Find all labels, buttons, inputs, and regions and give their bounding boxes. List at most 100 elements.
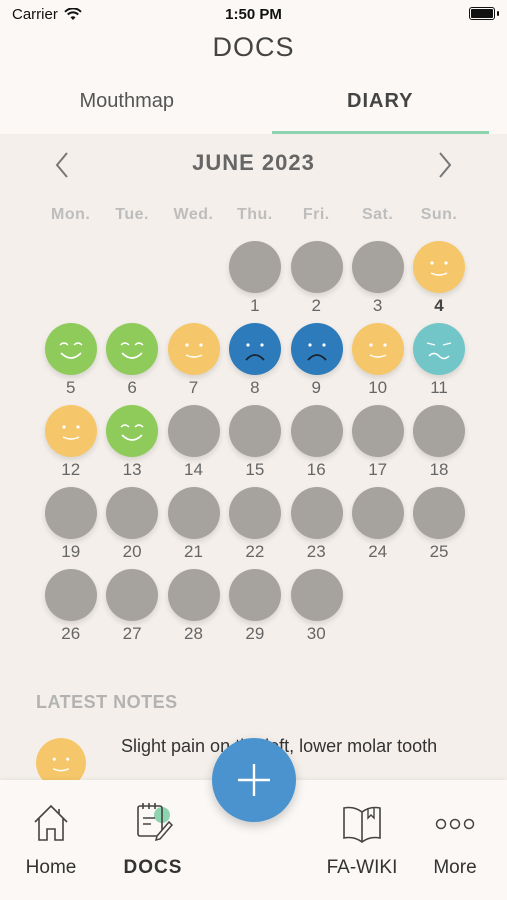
happy-face-icon [106,323,159,375]
empty-mood-icon [413,405,466,457]
calendar-day[interactable]: 10 [347,321,408,403]
empty-mood-icon [229,569,282,621]
calendar-day-number: 29 [245,624,265,643]
calendar-day-number: 7 [188,378,199,397]
calendar-day-number: 23 [306,542,326,561]
calendar-day[interactable]: 26 [40,567,101,649]
empty-mood-icon [290,405,343,457]
nav-home[interactable]: Home [6,780,96,900]
happy-face-icon [45,323,97,375]
empty-mood-icon [290,241,343,293]
empty-mood-icon [229,241,282,293]
sad-face-icon [290,323,343,375]
calendar-day[interactable]: 27 [101,567,162,649]
carrier-label: Carrier [12,6,58,23]
calendar-day-number: 16 [306,460,326,479]
calendar-day-number: 4 [434,296,444,315]
diary-content: JUNE 2023 Mon. Tue. Wed. Thu. Fri. Sat. … [0,134,507,780]
calendar-day-number: 26 [61,624,81,643]
wifi-icon [64,8,82,20]
calendar-day[interactable]: 25 [408,485,469,567]
nav-fa-wiki-label: FA-WIKI [326,857,398,878]
weekday-header: Mon. Tue. Wed. Thu. Fri. Sat. Sun. [40,206,470,224]
calendar-day-number: 9 [311,378,321,397]
battery-icon [469,7,499,20]
calendar-day-number: 1 [250,296,260,315]
content-face-icon [413,241,466,293]
calendar-day-number: 22 [245,542,265,561]
more-icon [435,818,475,830]
calendar-day-number: 10 [368,378,388,397]
chevron-right-icon[interactable] [429,150,459,180]
calendar-blank [40,239,101,321]
calendar-day-number: 27 [122,624,142,643]
empty-mood-icon [45,487,97,539]
calendar-day[interactable]: 8 [224,321,285,403]
calendar-day[interactable]: 29 [224,567,285,649]
nav-docs[interactable]: DOCS [108,780,198,900]
calendar-day[interactable]: 28 [163,567,224,649]
calendar-day[interactable]: 7 [163,321,224,403]
calendar-day[interactable]: 4 [408,239,469,321]
calendar-day[interactable]: 11 [408,321,469,403]
chevron-left-icon[interactable] [48,150,78,180]
weekday-label: Sat. [361,206,394,223]
calendar-day[interactable]: 9 [286,321,347,403]
calendar-day[interactable]: 1 [224,239,285,321]
calendar-day[interactable]: 22 [224,485,285,567]
calendar-day[interactable]: 2 [286,239,347,321]
calendar-day[interactable]: 6 [101,321,162,403]
empty-mood-icon [351,241,404,293]
calendar-day-number: 3 [372,296,383,315]
calendar-grid: 1 2 3 4 5 6 7 8 9 10 11 12 13 14 15 16 17 18 19 20 21 22 23 24 2… [40,239,470,649]
calendar-day[interactable]: 18 [408,403,469,485]
book-icon [343,806,381,843]
weekday-label: Wed. [173,206,214,223]
calendar-day-number: 30 [306,624,326,643]
nav-docs-label: DOCS [123,857,183,878]
nav-more[interactable]: More [410,780,500,900]
status-time: 1:50 PM [225,6,282,23]
calendar-day[interactable]: 15 [224,403,285,485]
calendar-day[interactable]: 3 [347,239,408,321]
calendar-day[interactable]: 5 [40,321,101,403]
content-face-icon [167,323,220,375]
calendar-blank [101,239,162,321]
calendar-day-number: 25 [429,542,449,561]
empty-mood-icon [351,405,404,457]
latest-notes-title: LATEST NOTES [36,692,178,712]
tab-bar: Mouthmap DIARY [0,84,507,134]
weekday-label: Thu. [236,206,273,223]
calendar-day[interactable]: 17 [347,403,408,485]
content-face-icon [351,323,404,375]
tab-mouthmap[interactable]: Mouthmap [79,90,175,112]
status-bar: Carrier 1:50 PM [0,0,507,28]
nav-fa-wiki[interactable]: FA-WIKI [317,780,407,900]
weekday-label: Fri. [302,206,330,223]
weekday-label: Tue. [115,206,149,223]
empty-mood-icon [351,487,404,539]
happy-face-icon [106,405,159,457]
docs-icon [137,803,173,842]
calendar-day[interactable]: 14 [163,403,224,485]
calendar-day-number: 8 [250,378,260,397]
calendar-day[interactable]: 21 [163,485,224,567]
calendar-day[interactable]: 24 [347,485,408,567]
calendar-day-number: 24 [368,542,388,561]
calendar-day-number: 12 [61,460,81,479]
empty-mood-icon [413,487,466,539]
calendar-day-number: 17 [368,460,388,479]
calendar-day[interactable]: 19 [40,485,101,567]
tab-diary[interactable]: DIARY [254,84,507,134]
weekday-label: Mon. [51,206,91,223]
calendar-day[interactable]: 30 [286,567,347,649]
calendar-day[interactable]: 12 [40,403,101,485]
add-entry-button[interactable] [212,738,296,822]
calendar-day-number: 15 [245,460,265,479]
calendar-day[interactable]: 20 [101,485,162,567]
calendar-day[interactable]: 23 [286,485,347,567]
empty-mood-icon [290,569,343,621]
plus-icon [238,764,270,796]
calendar-day[interactable]: 13 [101,403,162,485]
calendar-day[interactable]: 16 [286,403,347,485]
